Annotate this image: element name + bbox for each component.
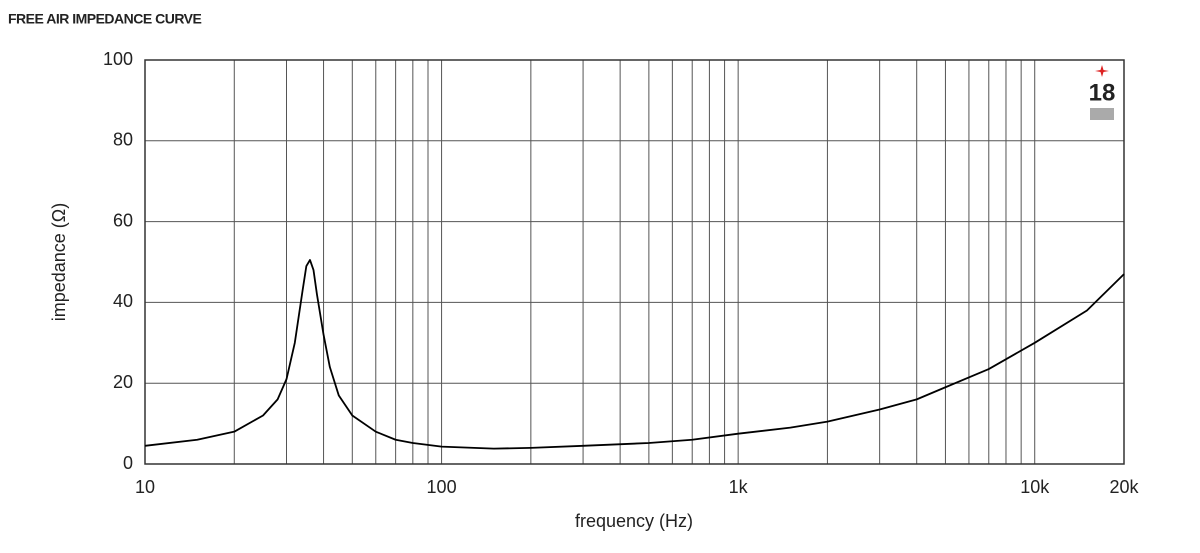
chart-title: FREE AIR IMPEDANCE CURVE [8, 11, 202, 27]
logo: 18 [1089, 65, 1116, 120]
y-tick-label: 80 [113, 130, 133, 150]
x-tick-label: 20k [1109, 477, 1139, 497]
x-tick-label: 10k [1020, 477, 1050, 497]
plot-frame [144, 59, 1125, 465]
y-tick-label: 40 [113, 291, 133, 311]
x-tick-label: 100 [427, 477, 457, 497]
logo-star [1095, 65, 1109, 77]
x-tick-label: 10 [135, 477, 155, 497]
y-tick-label: 20 [113, 372, 133, 392]
y-tick-label: 100 [103, 49, 133, 69]
impedance-line [144, 259, 1125, 450]
y-tick-label: 60 [113, 210, 133, 230]
logo-caption [1090, 108, 1114, 120]
logo-text: 18 [1089, 79, 1116, 106]
y-tick-label: 0 [123, 453, 133, 473]
y-axis-label: impedance (Ω) [49, 203, 69, 322]
x-tick-label: 1k [729, 477, 749, 497]
x-axis-label: frequency (Hz) [575, 511, 693, 531]
